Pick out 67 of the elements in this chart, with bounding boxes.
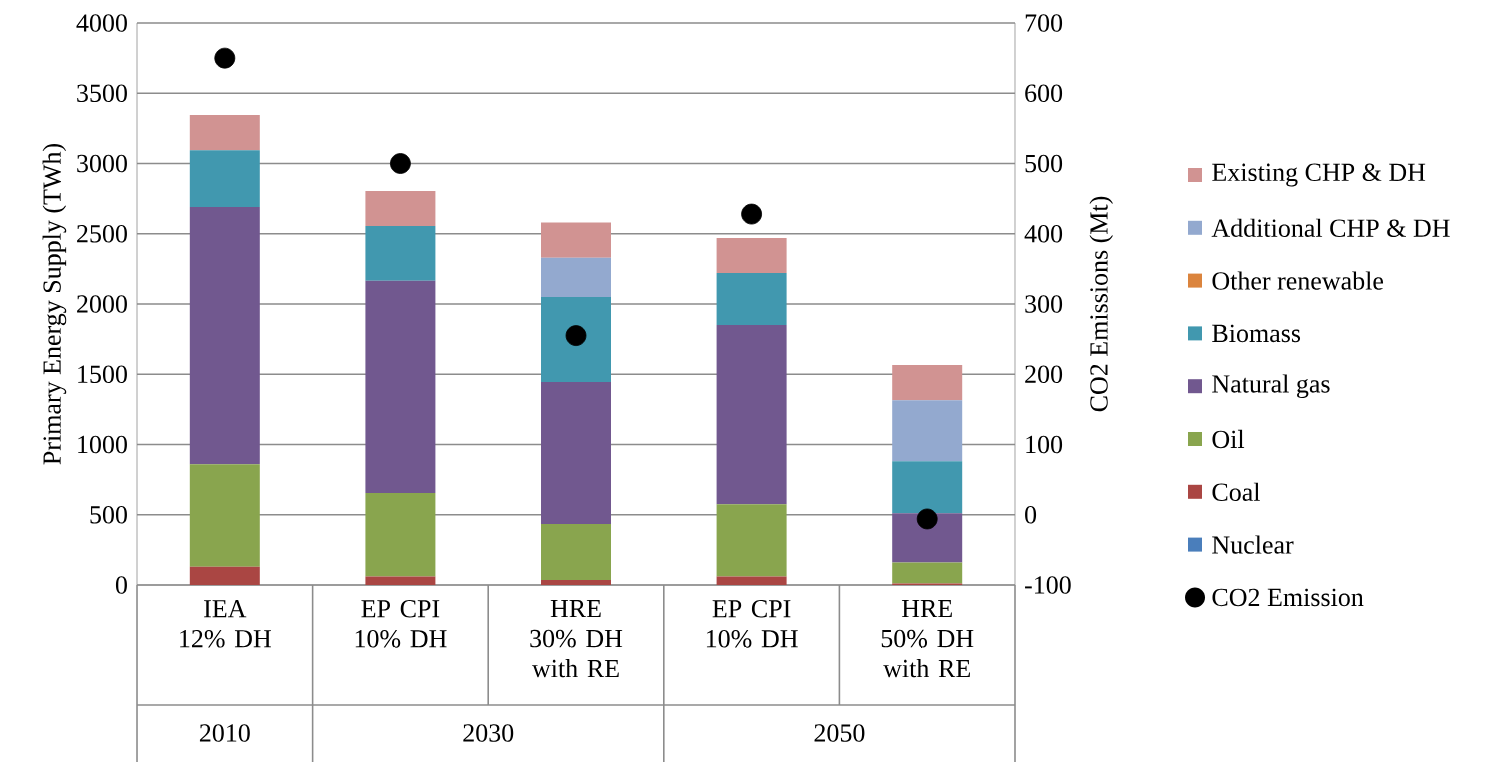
legend-label: Coal (1212, 482, 1261, 502)
bar (892, 365, 963, 401)
point (916, 508, 938, 530)
bar (716, 504, 787, 577)
y2-axis-title: CO2 Emissions (Mt) (1089, 196, 1114, 412)
bar (541, 222, 611, 258)
x-tick-label: IEA 12% DH (180, 600, 271, 648)
bar (189, 207, 260, 465)
y-tick-label: 3500 (77, 84, 127, 103)
y2-tick-label: 500 (1025, 154, 1063, 173)
legend-label: Existing CHP & DH (1212, 163, 1426, 187)
bar (892, 400, 963, 462)
x-tick-label: HRE 50% DH with RE (881, 600, 974, 678)
bar (189, 150, 260, 208)
bar (716, 273, 787, 326)
y2-tick-label: 200 (1025, 365, 1063, 384)
bar (189, 566, 260, 586)
legend-label: Nuclear (1212, 535, 1294, 554)
bar (716, 576, 787, 586)
bar (541, 580, 611, 586)
legend-label: CO2 Emission (1212, 588, 1364, 607)
text: 2010 (199, 724, 250, 742)
bar (716, 325, 787, 505)
x-tick-label: HRE 30% DH with RE (530, 600, 623, 678)
bar (541, 297, 611, 383)
point (741, 203, 762, 225)
bar (541, 257, 611, 298)
y-axis-title: Primary Energy Supply (TWh) (42, 144, 67, 465)
bar (541, 382, 611, 524)
y2-tick-label: 0 (1025, 506, 1037, 524)
y2-tick-label: 400 (1024, 225, 1063, 243)
x-tick-label: EP CPI 10% DH (355, 600, 447, 648)
point (214, 47, 236, 69)
bar (365, 280, 436, 494)
x-tick-label: EP CPI 10% DH (706, 600, 798, 648)
bar (365, 576, 436, 586)
bar (365, 493, 436, 577)
bar (716, 238, 787, 274)
y2-tick-label: 100 (1026, 435, 1063, 454)
y-tick-label: 1500 (78, 365, 127, 384)
bar (189, 464, 260, 567)
legend-label: Other renewable (1212, 271, 1384, 290)
legend-label: Biomass (1212, 324, 1301, 343)
text: 2050 (814, 724, 865, 742)
y-tick-label: 0 (115, 576, 127, 594)
y2-tick-label: 700 (1025, 14, 1063, 32)
bar (541, 523, 611, 581)
text: 2030 (463, 724, 514, 742)
y-tick-label: 4000 (76, 14, 127, 32)
y2-tick-label: -100 (1025, 576, 1071, 594)
y-tick-label: 3000 (77, 154, 127, 173)
y2-tick-label: 300 (1025, 295, 1063, 313)
bar (365, 226, 436, 281)
y2-tick-label: 600 (1025, 84, 1063, 103)
y-tick-label: 2000 (77, 295, 127, 313)
y-tick-label: 2500 (77, 225, 127, 243)
bar (892, 513, 963, 563)
y-tick-label: 500 (90, 506, 127, 524)
y-tick-label: 1000 (78, 435, 127, 454)
point (390, 153, 411, 175)
bar (189, 115, 260, 151)
legend-label: Oil (1212, 429, 1245, 449)
legend-label: Additional CHP & DH (1211, 218, 1450, 238)
legend-label: Natural gas (1212, 374, 1330, 399)
bar (365, 190, 436, 227)
bar (892, 461, 963, 514)
bar (892, 562, 963, 584)
